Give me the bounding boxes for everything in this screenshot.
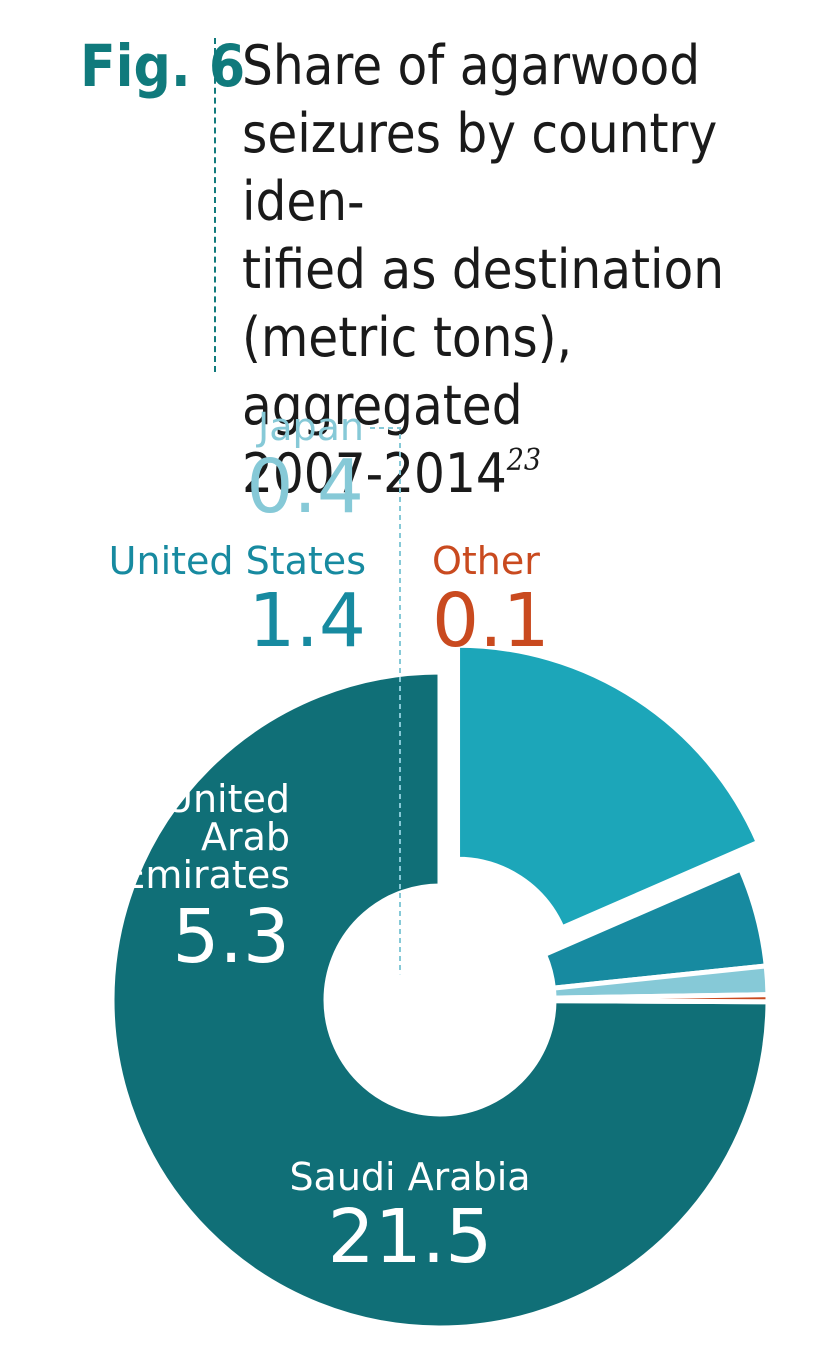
label-united-arab-emirates-line-1: United <box>165 777 290 821</box>
value-japan: 0.4 <box>246 444 364 530</box>
slices <box>109 642 771 1331</box>
chart-title-text: Share of agarwood seizures by country id… <box>242 34 725 505</box>
label-japan: Japan <box>256 405 364 449</box>
label-united-states: United States <box>109 539 366 583</box>
leader-lines <box>370 427 401 975</box>
slice-saudi-arabia <box>109 669 771 1331</box>
slice-united-arab-emirates <box>455 642 762 932</box>
value-saudi-arabia: 21.5 <box>328 1194 493 1280</box>
label-united-arab-emirates-line-3: Emirates <box>121 853 290 897</box>
title-divider <box>214 38 216 372</box>
chart-title: Share of agarwood seizures by country id… <box>242 32 802 508</box>
footnote-marker: 23 <box>506 443 542 478</box>
value-united-states: 1.4 <box>248 578 366 664</box>
value-united-arab-emirates: 5.3 <box>172 894 290 980</box>
value-other: 0.1 <box>432 578 550 664</box>
leader-line-japan <box>370 427 401 975</box>
label-saudi-arabia: Saudi Arabia <box>289 1155 530 1199</box>
label-other: Other <box>432 539 540 583</box>
slice-other <box>551 992 771 1005</box>
fig-label: Fig. 6 <box>80 32 246 100</box>
label-united-arab-emirates-line-2: Arab <box>201 815 290 859</box>
